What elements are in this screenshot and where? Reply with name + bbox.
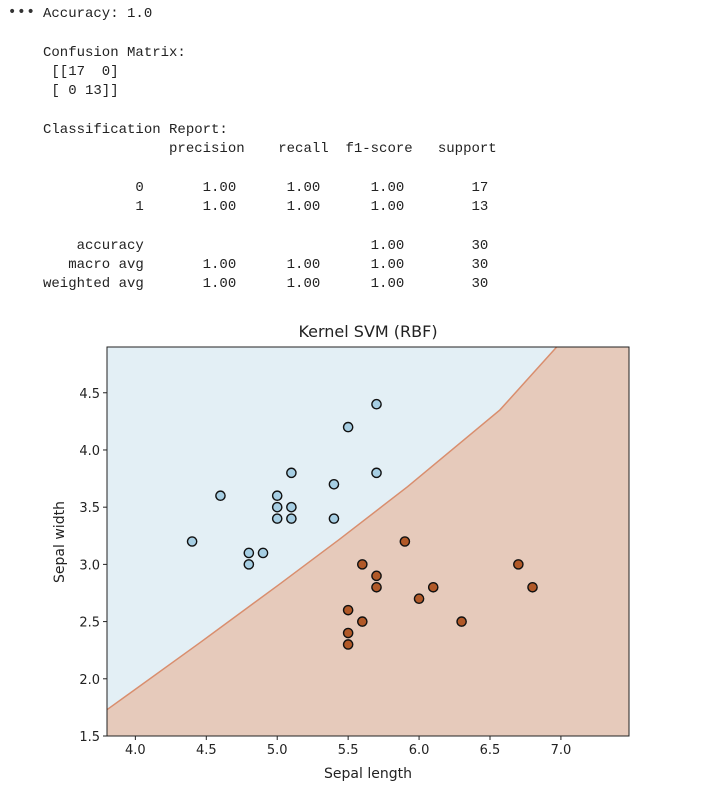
data-point-class-1 — [456, 616, 467, 627]
x-tick-label: 5.5 — [338, 743, 359, 758]
data-point-class-1 — [413, 593, 425, 605]
data-point-class-0 — [371, 398, 382, 410]
data-point-class-0 — [371, 467, 382, 479]
output-line: Classification Report: — [43, 121, 228, 138]
data-point-class-0 — [243, 559, 255, 570]
x-tick-label: 4.5 — [196, 743, 217, 758]
output-line: [[17 0] — [43, 63, 119, 80]
x-tick-label: 7.0 — [551, 743, 572, 758]
data-point-class-0 — [243, 547, 255, 559]
y-tick-label: 4.0 — [79, 444, 100, 459]
data-point-class-1 — [357, 616, 368, 627]
cell-output-text: Accuracy: 1.0 Confusion Matrix: [[17 0] [… — [43, 5, 497, 294]
y-axis-label: Sepal width — [52, 501, 68, 583]
data-point-class-0 — [257, 547, 269, 559]
y-tick-label: 2.0 — [79, 673, 100, 688]
data-point-class-1 — [342, 639, 354, 650]
cell-output-menu-icon[interactable]: ••• — [8, 4, 36, 20]
data-point-class-1 — [342, 604, 354, 616]
data-point-class-0 — [186, 536, 198, 547]
output-line: macro avg 1.00 1.00 1.00 30 — [43, 256, 489, 273]
data-point-class-0 — [286, 501, 297, 513]
chart-title: Kernel SVM (RBF) — [298, 322, 437, 341]
y-tick-label: 4.5 — [79, 387, 100, 402]
y-tick-label: 3.5 — [79, 501, 100, 516]
y-tick-label: 1.5 — [79, 730, 100, 745]
output-line: 1 1.00 1.00 1.00 13 — [43, 198, 489, 215]
data-point-class-1 — [427, 581, 439, 593]
plot-frame — [106, 346, 630, 737]
output-line: accuracy 1.00 30 — [43, 237, 489, 254]
region-class-0 — [107, 347, 557, 710]
data-point-class-1 — [399, 536, 411, 547]
x-tick-label: 5.0 — [267, 743, 288, 758]
decision-boundary — [106, 346, 558, 711]
data-point-class-0 — [328, 478, 340, 490]
data-point-class-0 — [342, 421, 354, 433]
data-point-class-1 — [342, 627, 354, 639]
data-point-class-0 — [328, 513, 340, 524]
data-point-class-0 — [215, 490, 226, 502]
data-point-class-0 — [271, 490, 283, 502]
x-tick-label: 4.0 — [125, 743, 146, 758]
y-tick-label: 2.5 — [79, 616, 100, 631]
data-point-class-1 — [513, 559, 524, 570]
data-point-class-1 — [527, 581, 538, 593]
output-line: Confusion Matrix: — [43, 44, 186, 61]
x-axis-label: Sepal length — [324, 766, 412, 782]
data-point-class-0 — [271, 513, 283, 524]
data-point-class-1 — [371, 581, 382, 593]
data-point-class-0 — [286, 467, 297, 479]
output-line: [ 0 13]] — [43, 83, 119, 100]
data-point-class-1 — [357, 559, 368, 570]
output-line: Accuracy: 1.0 — [43, 6, 153, 22]
data-point-class-1 — [371, 570, 382, 582]
output-line: 0 1.00 1.00 1.00 17 — [43, 179, 489, 196]
y-tick-label: 3.0 — [79, 558, 100, 573]
data-point-class-0 — [271, 501, 283, 513]
output-line: weighted avg 1.00 1.00 1.00 30 — [43, 276, 489, 293]
x-tick-label: 6.5 — [480, 743, 501, 758]
x-tick-label: 6.0 — [409, 743, 430, 758]
output-line: precision recall f1-score support — [43, 141, 497, 158]
data-point-class-0 — [286, 513, 297, 524]
